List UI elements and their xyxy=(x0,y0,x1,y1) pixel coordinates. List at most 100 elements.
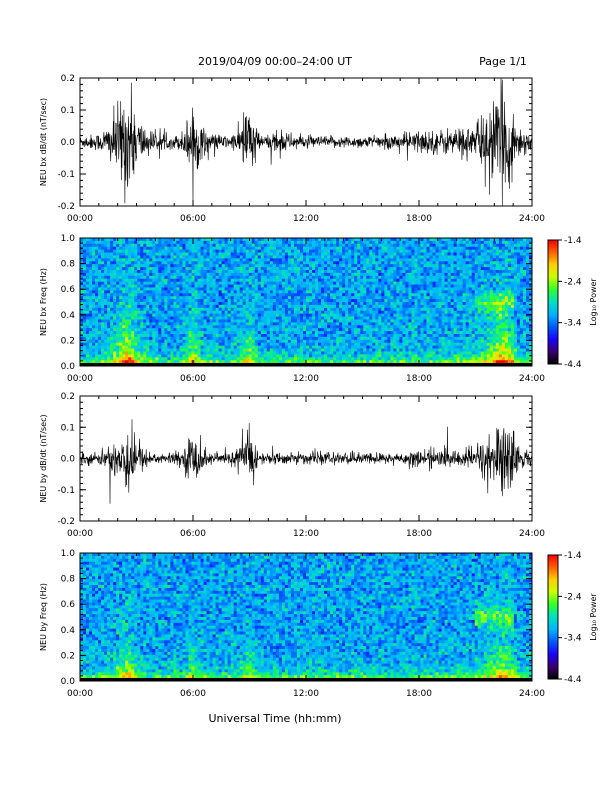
spectrogram-cell xyxy=(188,331,192,335)
spectrogram-cell xyxy=(167,351,171,355)
spectrogram-cell xyxy=(146,304,150,309)
spectrogram-cell xyxy=(206,310,210,315)
spectrogram-cell xyxy=(378,275,382,280)
spectrogram-cell xyxy=(330,272,334,277)
spectrogram-cell xyxy=(375,267,379,271)
spectrogram-cell xyxy=(366,307,370,312)
spectrogram-cell xyxy=(221,255,226,259)
spectrogram-cell xyxy=(116,331,120,335)
spectrogram-cell xyxy=(333,304,337,309)
spectrogram-cell xyxy=(336,267,340,271)
spectrogram-cell xyxy=(149,278,153,283)
spectrogram-cell xyxy=(281,246,286,251)
spectrogram-cell xyxy=(98,272,102,277)
spectrogram-cell xyxy=(221,319,226,323)
spectrogram-cell xyxy=(80,240,84,245)
spectrogram-cell xyxy=(224,351,229,355)
spectrogram-cell xyxy=(390,264,394,268)
spectrogram-cell xyxy=(239,255,244,259)
spectrogram-cell xyxy=(351,328,355,332)
spectrogram-cell xyxy=(393,246,397,251)
spectrogram-cell xyxy=(131,316,135,320)
spectrogram-cell xyxy=(110,270,114,274)
spectrogram-cell xyxy=(227,307,232,312)
spectrogram-cell xyxy=(173,258,177,262)
spectrogram-cell xyxy=(110,336,114,341)
spectrogram-cell xyxy=(251,348,256,352)
spectrogram-cell xyxy=(375,255,379,259)
spectrogram-cell xyxy=(263,316,268,320)
spectrogram-cell xyxy=(254,287,259,291)
spectrogram-cell xyxy=(339,313,343,317)
spectrogram-cell xyxy=(80,249,84,253)
spectrogram-cell xyxy=(296,238,301,242)
spectrogram-cell xyxy=(348,252,352,256)
spectrogram-cell xyxy=(345,334,349,338)
spectrogram-cell xyxy=(188,258,192,262)
spectrogram-cell xyxy=(83,348,87,352)
spectrogram-cell xyxy=(212,328,216,332)
spectrogram-cell xyxy=(122,290,126,294)
spectrogram-cell xyxy=(357,255,361,259)
spectrogram-cell xyxy=(170,325,174,329)
spectrogram-cell xyxy=(254,307,259,312)
spectrogram-cell xyxy=(309,240,313,245)
spectrogram-cell xyxy=(372,307,376,312)
spectrogram-cell xyxy=(309,307,313,312)
spectrogram-cell xyxy=(236,261,241,265)
spectrogram-cell xyxy=(227,302,232,306)
spectrogram-cell xyxy=(215,296,220,300)
spectrogram-cell xyxy=(131,287,135,291)
spectrogram-cell xyxy=(263,299,268,303)
spectrogram-cell xyxy=(185,275,189,280)
spectrogram-cell xyxy=(375,310,379,315)
spectrogram-cell xyxy=(306,267,310,271)
spectrogram-cell xyxy=(405,334,409,338)
spectrogram-cell xyxy=(318,307,322,312)
spectrogram-cell xyxy=(128,319,132,323)
spectrogram-cell xyxy=(375,270,379,274)
spectrogram-cell xyxy=(408,310,412,315)
spectrogram-cell xyxy=(351,336,355,341)
spectrogram-cell xyxy=(302,240,307,245)
spectrogram-cell xyxy=(263,270,268,274)
spectrogram-cell xyxy=(200,351,204,355)
spectrogram-cell xyxy=(86,360,90,364)
bx-dbdt-panel: 00:00 06:00 12:00 18:00 24:000.20.10.0-0.1-0… xyxy=(39,74,545,224)
spectrogram-cell xyxy=(263,354,268,358)
spectrogram-cell xyxy=(86,334,90,338)
spectrogram-cell xyxy=(101,313,105,317)
spectrogram-cell xyxy=(339,310,343,315)
spectrogram-cell xyxy=(83,293,87,297)
spectrogram-cell xyxy=(369,238,373,242)
spectrogram-cell xyxy=(245,351,250,355)
spectrogram-cell xyxy=(366,316,370,320)
spectrogram-cell xyxy=(381,299,385,303)
spectrogram-cell xyxy=(149,334,153,338)
spectrogram-cell xyxy=(390,313,394,317)
spectrogram-cell xyxy=(83,336,87,341)
spectrogram-cell xyxy=(191,243,195,248)
spectrogram-cell xyxy=(143,252,147,256)
spectrogram-cell xyxy=(83,281,87,285)
spectrogram-cell xyxy=(378,322,382,326)
spectrogram-cell xyxy=(182,287,186,291)
spectrogram-cell xyxy=(182,331,186,335)
spectrogram-cell xyxy=(296,339,301,344)
spectrogram-cell xyxy=(366,334,370,338)
spectrogram-cell xyxy=(281,325,286,329)
spectrogram-cell xyxy=(104,316,108,320)
spectrogram-cell xyxy=(251,342,256,347)
spectrogram-cell xyxy=(188,252,192,256)
spectrogram-cell xyxy=(131,255,135,259)
spectrogram-cell xyxy=(399,310,403,315)
spectrogram-cell xyxy=(125,339,129,344)
spectrogram-cell xyxy=(113,240,117,245)
spectrogram-cell xyxy=(218,240,223,245)
spectrogram-cell xyxy=(206,290,210,294)
spectrogram-cell xyxy=(342,339,346,344)
spectrogram-cell xyxy=(248,281,253,285)
spectrogram-cell xyxy=(306,334,310,338)
spectrogram-cell xyxy=(363,238,367,242)
spectrogram-cell xyxy=(80,293,84,297)
